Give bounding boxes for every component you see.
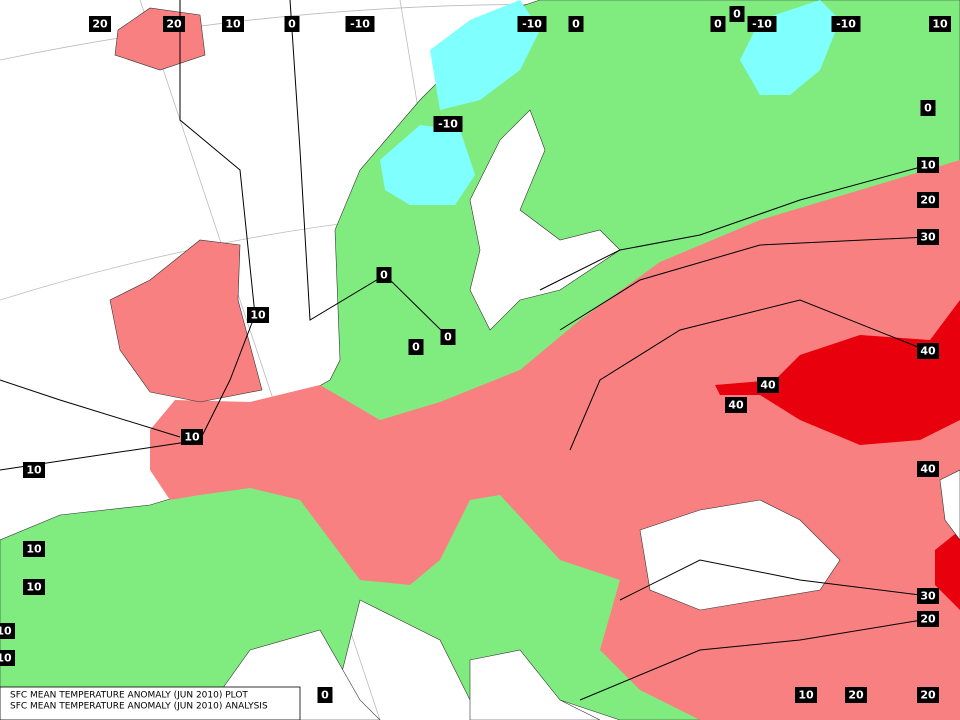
region-warm-iceland bbox=[114, 7, 206, 71]
label-box bbox=[517, 16, 547, 32]
label-box bbox=[747, 16, 777, 32]
contour-label: -10 bbox=[836, 18, 856, 31]
contour-label: 10 bbox=[798, 689, 814, 702]
label-box bbox=[345, 16, 375, 32]
contour-label: 10 bbox=[225, 18, 241, 31]
sea-baltic bbox=[469, 109, 621, 331]
label-box bbox=[376, 267, 392, 283]
label-box bbox=[757, 377, 779, 393]
legend: SFC MEAN TEMPERATURE ANOMALY (JUN 2010) … bbox=[0, 686, 301, 720]
region-hot bbox=[715, 300, 960, 445]
contour-label: 10 bbox=[184, 431, 200, 444]
contour-label: 10 bbox=[932, 18, 948, 31]
legend-line: SFC MEAN TEMPERATURE ANOMALY (JUN 2010) … bbox=[10, 691, 248, 701]
contour-label: 0 bbox=[714, 18, 722, 31]
label-box bbox=[929, 16, 951, 32]
contour-label: 0 bbox=[924, 102, 932, 115]
label-box bbox=[831, 16, 861, 32]
label-box bbox=[222, 16, 244, 32]
contour-label: 20 bbox=[92, 18, 108, 31]
sea-caspian bbox=[939, 469, 960, 541]
contour-label: 0 bbox=[733, 8, 741, 21]
contour-label: 40 bbox=[728, 399, 744, 412]
contour-label: -10 bbox=[752, 18, 772, 31]
label-box bbox=[568, 16, 584, 32]
label-box bbox=[408, 339, 424, 355]
contour-label: 0 bbox=[572, 18, 580, 31]
sea-black bbox=[639, 499, 841, 611]
contour-label: 10 bbox=[26, 543, 42, 556]
label-box bbox=[917, 687, 939, 703]
label-box bbox=[317, 687, 333, 703]
label-box bbox=[917, 343, 939, 359]
contour-label: 0 bbox=[321, 689, 329, 702]
label-box bbox=[440, 329, 456, 345]
region-cold-2 bbox=[430, 0, 540, 110]
label-box bbox=[917, 461, 939, 477]
contour-label: 0 bbox=[444, 331, 452, 344]
contour-label: -10 bbox=[522, 18, 542, 31]
contour-label: 30 bbox=[920, 231, 936, 244]
contour-label: 20 bbox=[920, 613, 936, 626]
contour-label: 10 bbox=[0, 625, 12, 638]
label-box bbox=[710, 16, 726, 32]
contour-label: 20 bbox=[920, 689, 936, 702]
label-box bbox=[917, 157, 939, 173]
contour-label: 40 bbox=[920, 345, 936, 358]
label-box bbox=[795, 687, 817, 703]
contour-label: -10 bbox=[350, 18, 370, 31]
contour-label: 0 bbox=[288, 18, 296, 31]
contour-label: 30 bbox=[920, 590, 936, 603]
region-cold bbox=[380, 125, 475, 205]
contour-label: 10 bbox=[250, 309, 266, 322]
label-box bbox=[89, 16, 111, 32]
contour-label: 40 bbox=[760, 379, 776, 392]
contour-label: 20 bbox=[848, 689, 864, 702]
contour-label: 20 bbox=[920, 194, 936, 207]
label-box bbox=[247, 307, 269, 323]
contour-label: 0 bbox=[380, 269, 388, 282]
region-warm-uk bbox=[109, 239, 263, 403]
label-box bbox=[0, 623, 15, 639]
label-box bbox=[181, 429, 203, 445]
label-box bbox=[23, 579, 45, 595]
label-box bbox=[23, 462, 45, 478]
contour-label: 20 bbox=[166, 18, 182, 31]
label-box bbox=[917, 229, 939, 245]
label-box bbox=[284, 16, 300, 32]
label-box bbox=[845, 687, 867, 703]
label-box bbox=[917, 611, 939, 627]
region-hot-2 bbox=[935, 530, 960, 610]
legend-line: SFC MEAN TEMPERATURE ANOMALY (JUN 2010) … bbox=[10, 702, 268, 712]
label-box bbox=[725, 397, 747, 413]
label-box bbox=[0, 650, 15, 666]
legend-box bbox=[0, 686, 301, 720]
label-box bbox=[23, 541, 45, 557]
label-box bbox=[729, 6, 745, 22]
label-box bbox=[917, 588, 939, 604]
label-box bbox=[433, 116, 463, 132]
label-box bbox=[917, 192, 939, 208]
contour-label: -10 bbox=[438, 118, 458, 131]
contour-label: 0 bbox=[412, 341, 420, 354]
label-box bbox=[163, 16, 185, 32]
contour-label: 10 bbox=[26, 464, 42, 477]
contour-label: 10 bbox=[920, 159, 936, 172]
contour-label: 10 bbox=[26, 581, 42, 594]
contour-label: 10 bbox=[0, 652, 12, 665]
contour-label: 40 bbox=[920, 463, 936, 476]
label-box bbox=[920, 100, 936, 116]
